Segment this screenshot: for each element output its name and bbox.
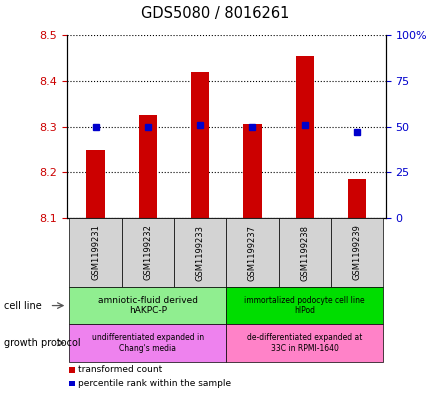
Text: percentile rank within the sample: percentile rank within the sample bbox=[78, 379, 231, 388]
Text: cell line: cell line bbox=[4, 301, 42, 310]
Bar bbox=[86, 150, 104, 218]
Text: GSM1199237: GSM1199237 bbox=[247, 224, 256, 281]
Text: GSM1199233: GSM1199233 bbox=[195, 224, 204, 281]
Text: immortalized podocyte cell line
hIPod: immortalized podocyte cell line hIPod bbox=[244, 296, 364, 315]
Text: transformed count: transformed count bbox=[78, 365, 163, 374]
Text: GSM1199232: GSM1199232 bbox=[143, 224, 152, 281]
Bar bbox=[138, 115, 157, 218]
Text: GSM1199238: GSM1199238 bbox=[300, 224, 308, 281]
Text: amniotic-fluid derived
hAKPC-P: amniotic-fluid derived hAKPC-P bbox=[98, 296, 197, 315]
Text: GDS5080 / 8016261: GDS5080 / 8016261 bbox=[141, 6, 289, 21]
Text: GSM1199239: GSM1199239 bbox=[352, 224, 361, 281]
Text: undifferentiated expanded in
Chang's media: undifferentiated expanded in Chang's med… bbox=[92, 333, 203, 353]
Bar bbox=[347, 179, 366, 218]
Bar bbox=[190, 72, 209, 218]
Text: de-differentiated expanded at
33C in RPMI-1640: de-differentiated expanded at 33C in RPM… bbox=[246, 333, 362, 353]
Bar bbox=[243, 125, 261, 218]
Text: GSM1199231: GSM1199231 bbox=[91, 224, 100, 281]
Text: growth protocol: growth protocol bbox=[4, 338, 81, 348]
Bar bbox=[295, 56, 313, 218]
